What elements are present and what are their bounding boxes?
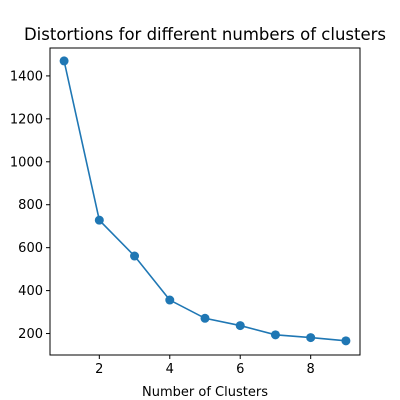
data-point	[341, 336, 351, 346]
x-tick-label: 6	[236, 362, 244, 377]
x-axis-ticks: 2 4 6 8	[95, 355, 315, 377]
y-tick-label: 600	[18, 241, 43, 256]
y-tick-label: 1000	[10, 155, 43, 170]
data-point	[235, 321, 245, 331]
distortion-series-line	[63, 60, 346, 342]
data-point	[200, 313, 210, 323]
plot-area-frame	[49, 47, 361, 356]
y-tick-label: 200	[18, 327, 43, 342]
data-point	[165, 295, 175, 305]
x-tick-label: 4	[166, 362, 174, 377]
data-point	[94, 215, 104, 225]
x-tick-label: 8	[307, 362, 315, 377]
x-axis-label: Number of Clusters	[142, 385, 268, 400]
chart-title: Distortions for different numbers of clu…	[24, 25, 386, 44]
y-tick-label: 800	[18, 198, 43, 213]
data-point	[130, 251, 140, 261]
y-tick-label: 400	[18, 284, 43, 299]
y-axis-ticks: 200 400 600 800 1000 1200 1400	[10, 69, 50, 342]
data-point	[270, 330, 280, 340]
y-tick-label: 1400	[10, 69, 43, 84]
y-tick-label: 1200	[10, 112, 43, 127]
data-point	[59, 56, 69, 66]
distortion-series-points	[59, 56, 351, 346]
data-point	[306, 333, 316, 343]
x-tick-label: 2	[95, 362, 103, 377]
